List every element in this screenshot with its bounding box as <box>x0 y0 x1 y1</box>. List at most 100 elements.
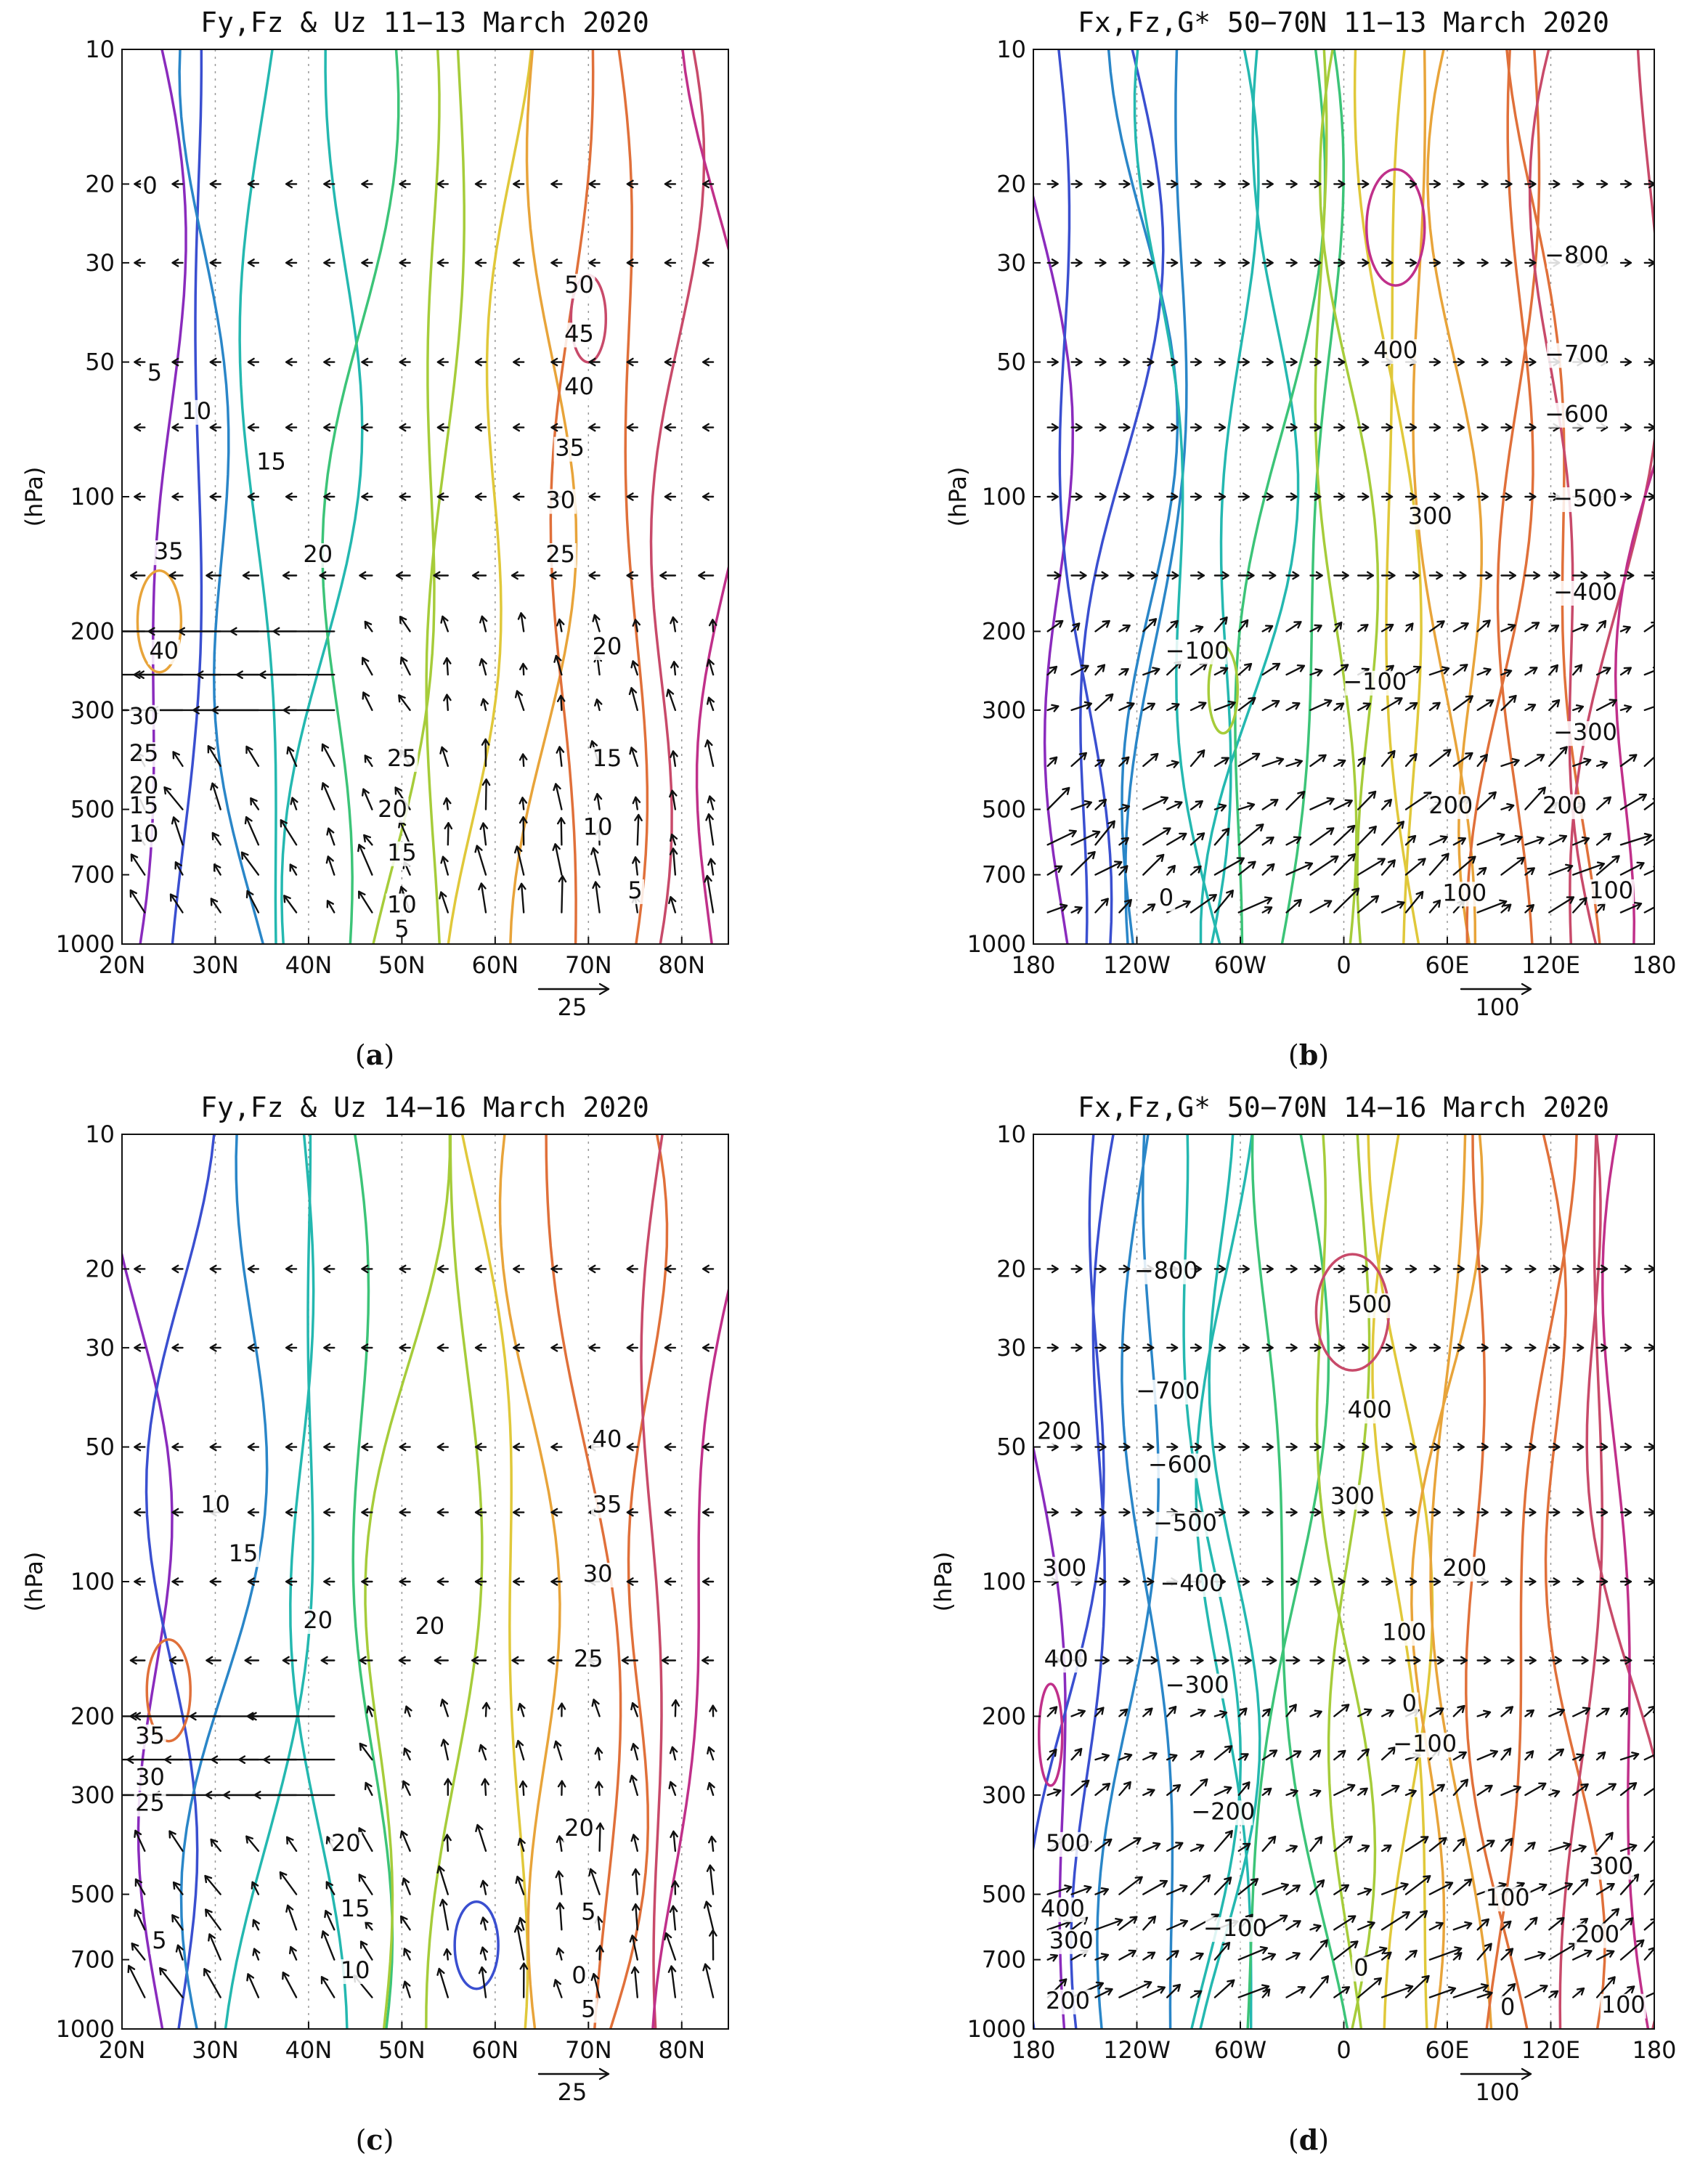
contour-label-bg <box>141 174 160 200</box>
flux-vector <box>1285 758 1303 768</box>
y-tick-labels: 10 20 30 50 100 200 300 500 700 1000 <box>56 1120 129 2043</box>
flux-vector <box>1285 179 1298 189</box>
flux-vector <box>513 1924 525 1961</box>
flux-vector <box>1094 1887 1109 1895</box>
contour-line <box>617 49 649 944</box>
contour-label-bg <box>339 1897 372 1922</box>
flux-vector <box>670 1830 678 1852</box>
y-tick-label: 700 <box>70 1946 115 1974</box>
x-tick-label: 50N <box>378 951 426 979</box>
flux-vector <box>1070 1343 1083 1352</box>
x-tick-label: 40N <box>285 2036 333 2064</box>
flux-vector <box>588 423 601 432</box>
flux-vector <box>664 1577 677 1586</box>
contour-label-bg <box>301 543 334 569</box>
contour-line <box>681 49 728 944</box>
flux-vector <box>436 1264 449 1274</box>
flux-vector <box>474 845 487 876</box>
flux-vector <box>517 882 526 914</box>
flux-vector <box>1333 702 1344 712</box>
flux-vector <box>1524 904 1534 914</box>
flux-vector <box>1190 1750 1205 1761</box>
flux-vector <box>1142 357 1155 367</box>
contour-line <box>1542 1134 1606 2029</box>
flux-vector <box>592 881 601 914</box>
flux-vector <box>1619 793 1647 810</box>
flux-vector <box>203 1968 221 1998</box>
flux-vector <box>285 492 298 501</box>
flux-vector <box>1476 1264 1489 1274</box>
y-tick-label: 300 <box>982 696 1026 724</box>
flux-vector <box>1309 754 1327 768</box>
flux-vectors <box>122 1264 717 1998</box>
flux-vector <box>1572 1577 1585 1586</box>
flux-vector <box>361 656 373 676</box>
contour-label: 5 <box>581 1995 595 2022</box>
flux-vector <box>1595 832 1611 846</box>
contour-label-bg <box>134 1766 166 1791</box>
flux-vector <box>511 1656 525 1665</box>
flux-vector <box>1213 1656 1229 1665</box>
flux-vector <box>1619 1707 1629 1717</box>
contour-label-bg <box>1193 1800 1253 1826</box>
flux-vector <box>669 1746 678 1761</box>
y-tick-label: 1000 <box>56 2015 115 2043</box>
contour-label: −100 <box>1393 1730 1457 1757</box>
contour-lines <box>122 1134 728 2029</box>
flux-vector <box>513 1442 525 1452</box>
flux-vector <box>1404 1577 1418 1586</box>
y-tick-label: 10 <box>996 36 1026 63</box>
flux-vector <box>171 1577 184 1586</box>
contour-label: 15 <box>387 839 417 866</box>
x-tick-labels: 180 120W 60W 0 60E 120E 180 <box>1011 2022 1677 2064</box>
flux-vector <box>1524 786 1546 810</box>
flux-vector <box>1548 1343 1561 1352</box>
flux-vector <box>1524 259 1537 267</box>
flux-vector <box>1428 701 1441 712</box>
contour-label: −400 <box>1553 578 1617 606</box>
flux-vector <box>1142 1915 1157 1931</box>
contour-line <box>1371 1134 1428 2029</box>
flux-vector <box>1333 357 1346 367</box>
flux-vector <box>1595 1577 1609 1586</box>
flux-vector <box>670 833 678 846</box>
flux-vector <box>1619 1264 1632 1274</box>
flux-vector <box>399 179 411 189</box>
contour-label: −700 <box>1136 1377 1200 1404</box>
flux-vector <box>1595 571 1611 580</box>
contour-line <box>122 1249 174 2029</box>
contour-label-bg <box>1041 1556 1088 1582</box>
y-tick-label: 10 <box>85 36 115 63</box>
flux-vector <box>1500 1442 1513 1452</box>
flux-vector <box>1357 1787 1368 1797</box>
contour-label: 15 <box>229 1540 259 1567</box>
flux-vector <box>664 357 677 367</box>
contour-label-bg <box>579 1900 598 1926</box>
x-tick-label: 180 <box>1632 951 1676 979</box>
flux-vector <box>1261 837 1274 846</box>
contour-label: 100 <box>1589 877 1633 904</box>
flux-vector <box>1309 1789 1322 1797</box>
flux-vector <box>1452 1952 1463 1961</box>
flux-vector <box>1285 1264 1298 1274</box>
flux-vector <box>398 1656 411 1665</box>
contour-label: 20 <box>415 1612 445 1640</box>
flux-vector <box>1619 259 1632 267</box>
contour-label: 200 <box>1037 1418 1081 1445</box>
flux-vector <box>1118 357 1131 367</box>
flux-vector <box>1428 1442 1441 1452</box>
y-tick-label: 100 <box>70 1568 115 1595</box>
flux-vector <box>283 895 298 914</box>
flux-vector <box>1333 1656 1346 1665</box>
flux-vector <box>1309 855 1339 876</box>
y-tick-label: 30 <box>996 249 1026 277</box>
flux-vector <box>1595 1783 1616 1797</box>
flux-vector <box>1452 1508 1465 1517</box>
flux-vector <box>1190 1343 1203 1352</box>
flux-vector <box>1500 903 1512 914</box>
flux-vector <box>1643 1577 1654 1586</box>
flux-vector <box>1619 1939 1645 1961</box>
flux-vector <box>1237 802 1256 810</box>
flux-vector <box>1452 622 1469 633</box>
contour-label: 300 <box>1042 1554 1086 1582</box>
